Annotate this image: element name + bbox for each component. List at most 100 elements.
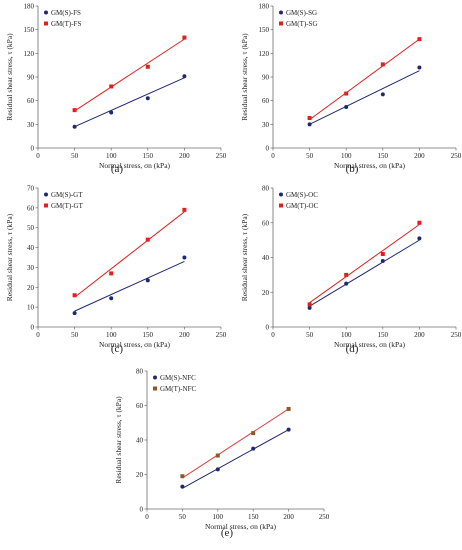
y-tick-label: 180	[24, 3, 35, 11]
panel-label: (d)	[346, 343, 359, 355]
data-point	[286, 406, 291, 411]
y-tick-label: 30	[27, 121, 35, 129]
y-tick-label: 90	[262, 74, 270, 82]
data-point	[417, 236, 422, 241]
data-point	[109, 84, 114, 89]
chart-panel-4: 0 50 100 150 200 250 0 20 40 60 80 Normal stress, σ…	[240, 185, 462, 356]
x-tick-label: 250	[451, 152, 462, 160]
data-point	[380, 258, 385, 263]
chart-panel-5: 0 50 100 150 200 250 0 20 40 60 80 Normal stress, σ…	[114, 368, 330, 540]
y-tick-label: 20	[262, 289, 270, 297]
x-tick-label: 0	[271, 152, 275, 160]
x-tick-label: 0	[271, 331, 275, 339]
legend-marker	[279, 192, 283, 197]
legend-label: GM(S)-FS	[51, 9, 81, 17]
y-tick-label: 60	[262, 219, 270, 227]
y-axis-title: Residual shear stress, τ (kPa)	[5, 213, 14, 301]
legend-label: GM(T)-SG	[286, 20, 318, 28]
x-tick-label: 200	[283, 513, 294, 521]
series-gm-s-fs: GM(S)-FS	[44, 9, 187, 129]
trend-line	[309, 239, 420, 307]
x-tick-label: 200	[414, 331, 425, 339]
data-point	[307, 122, 312, 127]
legend-label: GM(T)-FS	[51, 20, 81, 28]
x-tick-label: 100	[213, 513, 224, 521]
y-tick-label: 120	[259, 50, 270, 58]
trend-line	[74, 38, 185, 112]
data-point	[380, 252, 385, 257]
trend-line	[309, 224, 420, 304]
x-tick-label: 50	[71, 152, 79, 160]
data-point	[72, 108, 77, 113]
legend-marker	[153, 386, 157, 391]
x-tick-label: 150	[378, 152, 389, 160]
y-tick-label: 60	[27, 204, 35, 212]
data-point	[417, 37, 422, 42]
data-point	[72, 311, 77, 316]
data-point	[182, 255, 187, 260]
x-tick-label: 250	[451, 331, 462, 339]
data-point	[380, 62, 385, 67]
data-point	[344, 272, 349, 277]
y-tick-label: 80	[136, 368, 144, 376]
series-gm-t-oc: GM(T)-OC	[279, 202, 422, 307]
y-axis-title: Residual shear stress, τ (kPa)	[240, 33, 249, 121]
data-point	[344, 281, 349, 286]
y-tick-label: 0	[140, 506, 144, 514]
x-tick-label: 200	[179, 331, 190, 339]
series-gm-s-sg: GM(S)-SG	[279, 9, 422, 127]
data-point	[109, 296, 114, 301]
data-point	[182, 74, 187, 79]
legend-label: GM(S)-NFC	[160, 374, 196, 382]
x-axis-title: Normal stress, σn (kPa)	[99, 340, 171, 349]
legend-label: GM(T)-OC	[286, 202, 319, 210]
x-tick-label: 0	[36, 331, 40, 339]
legend-marker	[44, 203, 48, 208]
x-axis-title: Normal stress, σn (kPa)	[205, 522, 277, 531]
x-tick-label: 50	[306, 152, 314, 160]
y-tick-label: 30	[27, 264, 35, 272]
y-tick-label: 10	[27, 304, 35, 312]
y-tick-label: 30	[262, 121, 270, 129]
x-tick-label: 250	[319, 513, 330, 521]
trend-line	[74, 261, 185, 312]
legend-marker	[44, 192, 48, 197]
legend-marker	[279, 21, 283, 26]
legend-label: GM(S)-GT	[51, 191, 83, 199]
y-tick-label: 20	[27, 284, 35, 292]
data-point	[180, 484, 185, 489]
x-tick-label: 150	[378, 331, 389, 339]
y-tick-label: 180	[259, 3, 270, 11]
x-axis-title: Normal stress, σn (kPa)	[99, 161, 171, 170]
chart-panel-3: 0 50 100 150 200 250 0 10 20 30 40 50 60 70 Normal str…	[5, 185, 227, 356]
data-point	[182, 35, 187, 40]
legend-marker	[44, 21, 48, 26]
data-point	[344, 104, 349, 109]
trend-line	[309, 70, 420, 125]
series-gm-t-sg: GM(T)-SG	[279, 20, 422, 121]
trend-line	[74, 77, 185, 128]
data-point	[344, 91, 349, 96]
x-tick-label: 200	[414, 152, 425, 160]
y-tick-label: 60	[136, 402, 144, 410]
x-tick-label: 250	[216, 152, 227, 160]
x-axis-title: Normal stress, σn (kPa)	[334, 161, 406, 170]
x-tick-label: 0	[145, 513, 149, 521]
y-tick-label: 90	[27, 74, 35, 82]
series-gm-t-gt: GM(T)-GT	[44, 202, 187, 298]
data-point	[286, 427, 291, 432]
y-tick-label: 50	[27, 224, 35, 232]
data-point	[72, 293, 77, 298]
x-tick-label: 0	[36, 152, 40, 160]
data-point	[251, 446, 256, 451]
y-tick-label: 60	[27, 97, 35, 105]
x-tick-label: 200	[179, 152, 190, 160]
data-point	[307, 305, 312, 310]
data-point	[215, 453, 220, 458]
panel-label: (a)	[111, 163, 124, 175]
y-axis-title: Residual shear stress, τ (kPa)	[114, 396, 123, 484]
legend-marker	[153, 375, 157, 380]
x-tick-label: 150	[248, 513, 259, 521]
data-point	[145, 96, 150, 101]
